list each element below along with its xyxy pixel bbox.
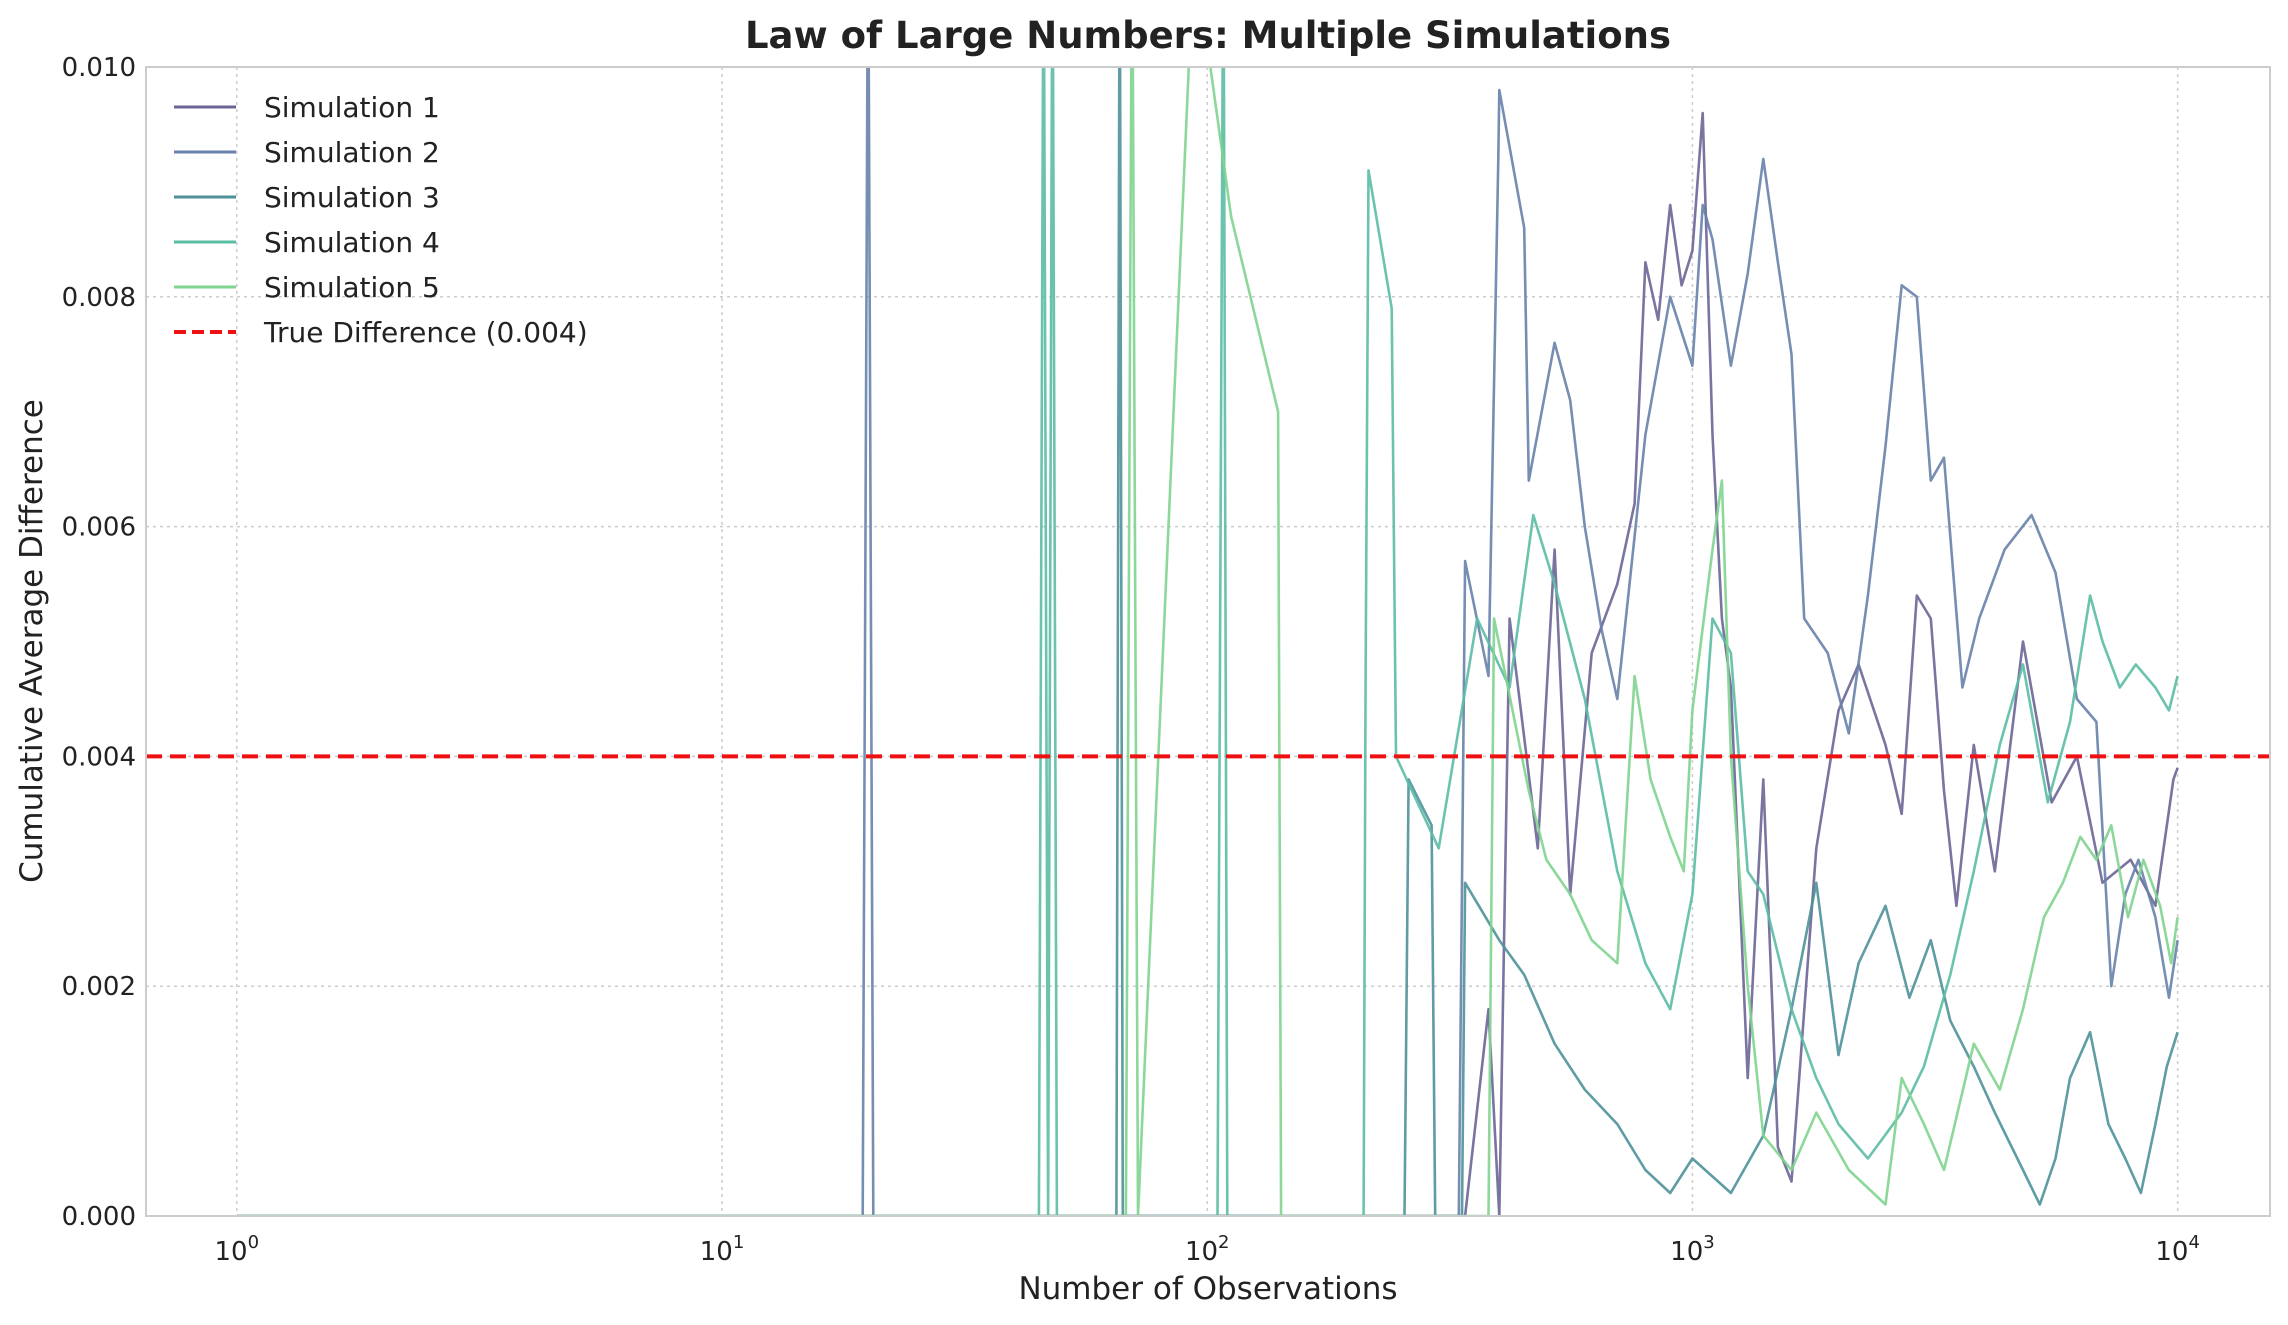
y-axis-label: Cumulative Average Difference xyxy=(14,399,50,883)
y-axis-ticks: 0.000 0.002 0.004 0.006 0.008 0.010 xyxy=(62,53,136,1232)
x-axis-ticks: 100 101 102 103 104 xyxy=(215,1232,2200,1267)
legend-label-1: Simulation 1 xyxy=(264,91,440,124)
x-tick-label-4: 104 xyxy=(2155,1232,2200,1267)
series-line-5 xyxy=(236,67,2179,1216)
plot-background xyxy=(146,67,2270,1216)
legend-label-3: Simulation 3 xyxy=(264,181,440,214)
chart-title: Law of Large Numbers: Multiple Simulatio… xyxy=(745,14,1671,57)
series-line-2 xyxy=(236,67,2179,1216)
legend: Simulation 1 Simulation 2 Simulation 3 Simu… xyxy=(174,91,588,349)
series-layer xyxy=(236,67,2179,1216)
y-tick-label-3: 0.006 xyxy=(62,513,136,543)
y-tick-label-5: 0.010 xyxy=(62,53,136,83)
x-axis-label: Number of Observations xyxy=(1018,1271,1397,1307)
x-tick-label-2: 102 xyxy=(1185,1232,1230,1267)
legend-label-2: Simulation 2 xyxy=(264,136,440,169)
x-tick-label-3: 103 xyxy=(1670,1232,1715,1267)
legend-label-4: Simulation 4 xyxy=(264,226,440,259)
grid xyxy=(146,66,2270,1217)
legend-label-6: True Difference (0.004) xyxy=(263,316,588,349)
x-tick-label-1: 101 xyxy=(700,1232,745,1267)
y-tick-label-0: 0.000 xyxy=(62,1202,136,1232)
series-line-4 xyxy=(236,67,2179,1216)
y-tick-label-1: 0.002 xyxy=(62,972,136,1002)
legend-label-5: Simulation 5 xyxy=(264,271,440,304)
y-tick-label-2: 0.004 xyxy=(62,742,136,772)
y-tick-label-4: 0.008 xyxy=(62,283,136,313)
plot-frame xyxy=(145,66,2271,1217)
x-tick-label-0: 100 xyxy=(215,1232,260,1267)
